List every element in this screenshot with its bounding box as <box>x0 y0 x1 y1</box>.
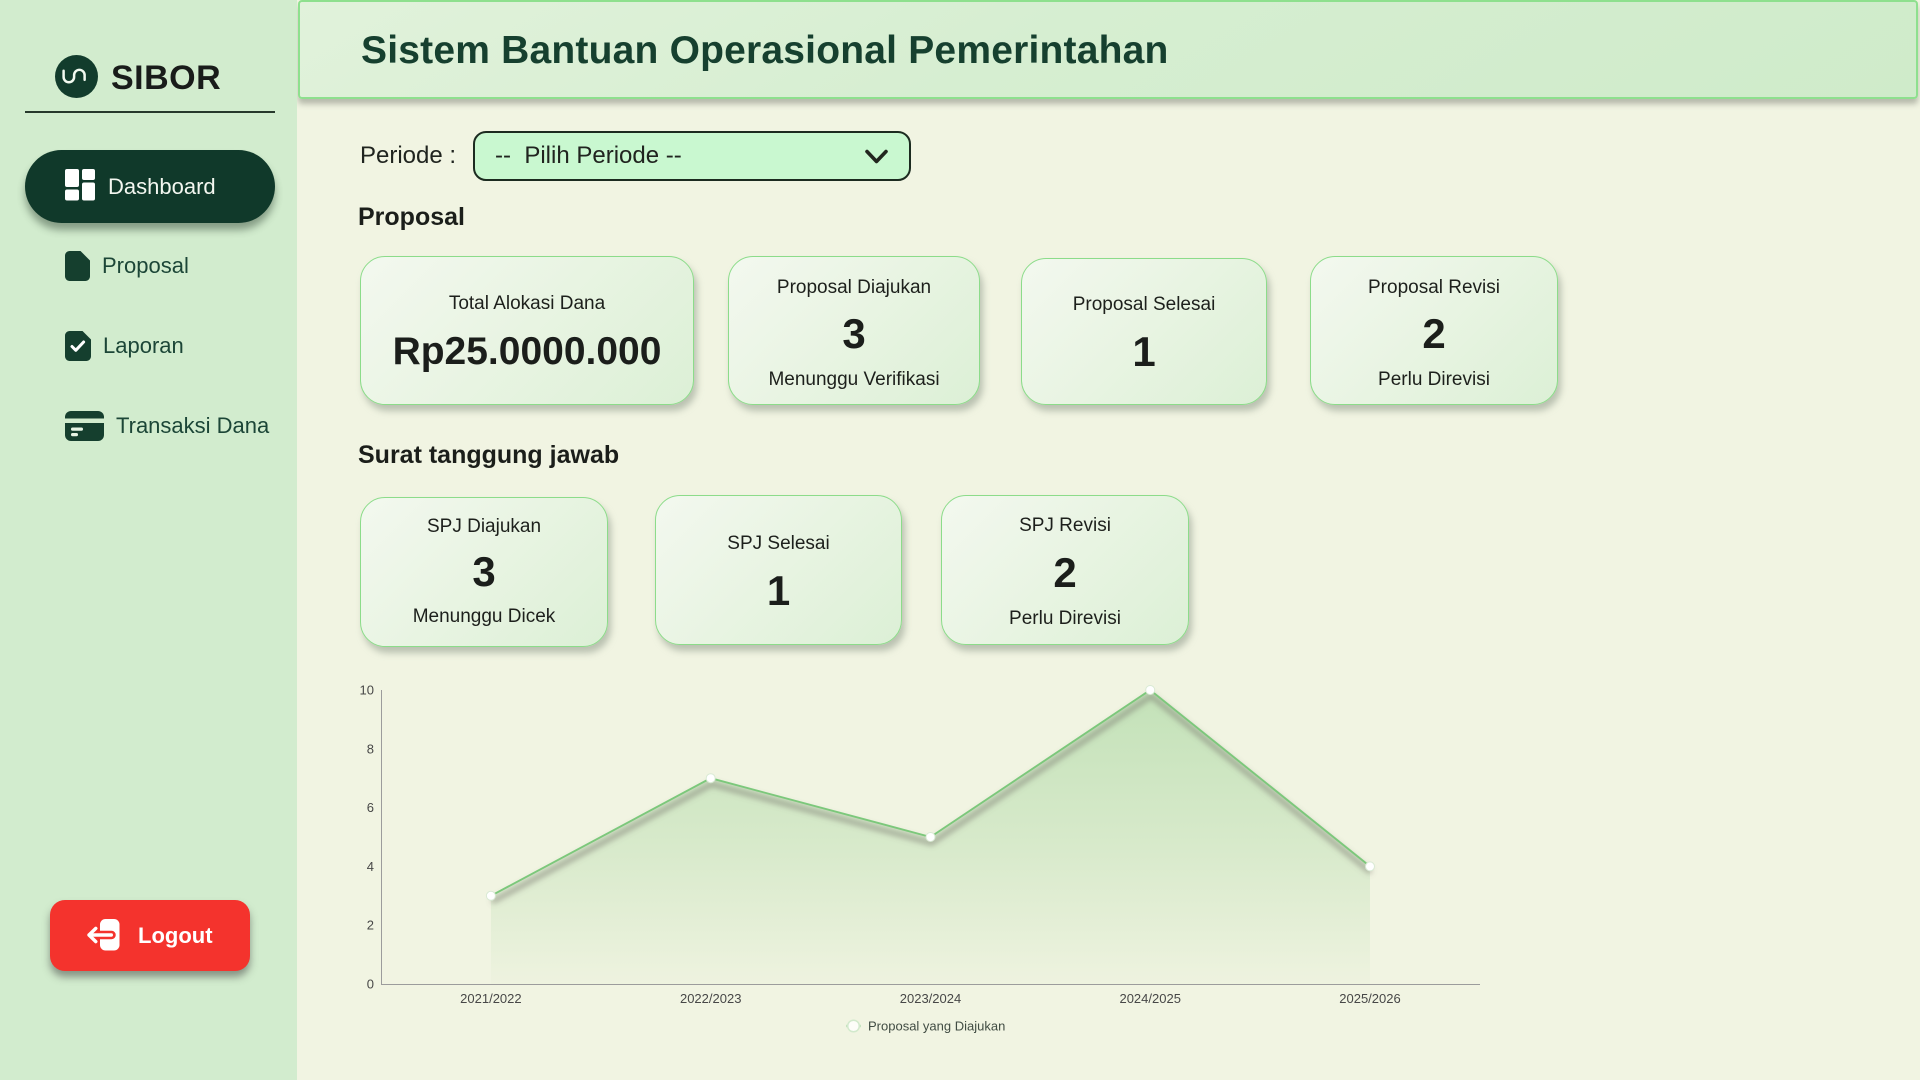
svg-text:10: 10 <box>360 683 374 698</box>
svg-text:2024/2025: 2024/2025 <box>1119 991 1180 1006</box>
svg-text:2: 2 <box>367 918 374 933</box>
svg-text:8: 8 <box>367 741 374 756</box>
svg-text:6: 6 <box>367 800 374 815</box>
svg-text:2025/2026: 2025/2026 <box>1339 991 1400 1006</box>
svg-text:2021/2022: 2021/2022 <box>460 991 521 1006</box>
svg-text:0: 0 <box>367 977 374 992</box>
svg-text:2023/2024: 2023/2024 <box>900 991 961 1006</box>
svg-text:2022/2023: 2022/2023 <box>680 991 741 1006</box>
svg-text:4: 4 <box>367 859 374 874</box>
svg-text:Proposal yang Diajukan: Proposal yang Diajukan <box>868 1019 1005 1034</box>
